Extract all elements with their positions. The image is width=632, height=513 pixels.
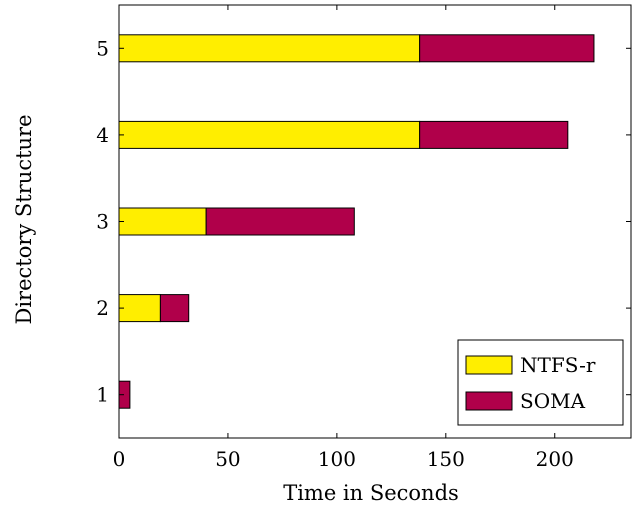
bars-group (118, 34, 595, 409)
bar-soma-4 (419, 120, 569, 149)
x-tick-label: 0 (113, 447, 126, 471)
legend: NTFS-r SOMA (457, 339, 624, 426)
y-tick-label: 1 (96, 383, 109, 407)
ticks-group: 0 50 100 150 200 1 2 3 4 5 (96, 5, 631, 471)
y-axis-label: Directory Structure (12, 114, 36, 324)
bar-ntfs-r-4 (118, 120, 421, 149)
legend-box (457, 339, 624, 426)
legend-swatch (465, 391, 513, 411)
bar-soma-3 (205, 207, 355, 236)
bar-ntfs-r-2 (118, 294, 161, 323)
x-tick-label: 200 (536, 447, 574, 471)
bar-ntfs-r-5 (118, 34, 421, 63)
y-tick-label: 4 (96, 123, 109, 147)
x-axis-label: Time in Seconds (283, 481, 459, 505)
x-tick-label: 50 (215, 447, 240, 471)
y-tick-label: 3 (96, 210, 109, 234)
legend-swatch (465, 355, 513, 375)
y-tick-label: 5 (96, 36, 109, 60)
bar-soma-2 (159, 294, 190, 323)
legend-label: NTFS-r (520, 353, 596, 377)
x-tick-label: 100 (318, 447, 356, 471)
bar-ntfs-r-3 (118, 207, 207, 236)
bar-soma-5 (419, 34, 595, 63)
legend-label: SOMA (520, 389, 586, 413)
y-tick-label: 2 (96, 296, 109, 320)
x-tick-label: 150 (427, 447, 465, 471)
